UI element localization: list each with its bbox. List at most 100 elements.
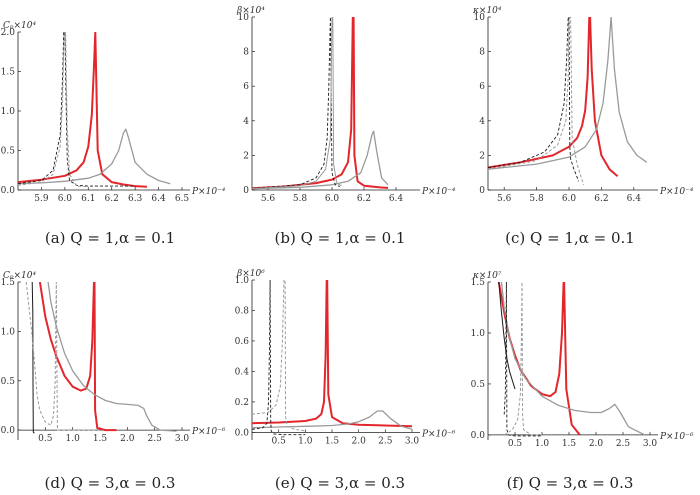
chart-panel-c: 0 2 4 6 8 10 5.6 5.8 6.0 6.2 6.4 κ×10⁴ P×10⁻⁴ (c) Q =… xyxy=(472,6,694,247)
x-tick-label: 6.2 xyxy=(357,194,371,204)
series-line-black-dashed xyxy=(503,282,542,437)
x-tick-label: 6.5 xyxy=(175,194,190,204)
x-tick-label: 5.6 xyxy=(497,194,512,204)
x-axis-label: P×10⁻⁴ xyxy=(191,187,226,197)
y-axis-label: β×10⁴ xyxy=(236,6,265,16)
series-line-gray-solid xyxy=(500,282,645,436)
x-tick-label: 5.8 xyxy=(529,194,544,204)
y-tick-label: 0.5 xyxy=(1,377,16,387)
x-tick-label: 2.5 xyxy=(616,439,631,449)
x-tick-label: 3.0 xyxy=(175,434,190,444)
x-tick-label: 0.5 xyxy=(38,434,53,444)
x-tick-label: 0.5 xyxy=(508,439,523,449)
x-axis-label: P×10⁻⁶ xyxy=(659,432,694,442)
x-tick-label: 1.0 xyxy=(535,439,550,449)
y-tick-label: 1.0 xyxy=(235,276,250,286)
y-tick-label: 0.4 xyxy=(235,367,250,377)
series-line-gray-dashed xyxy=(488,17,585,185)
x-tick-label: 6.0 xyxy=(58,194,73,204)
x-tick-label: 2.0 xyxy=(352,436,367,446)
series-line-gray-solid xyxy=(252,130,389,190)
y-tick-label: 1.5 xyxy=(1,68,16,78)
y-tick-label: 8 xyxy=(479,48,485,58)
series-line-red-solid xyxy=(38,282,117,432)
series-line-gray-dashed xyxy=(18,32,89,188)
x-tick-label: 2.0 xyxy=(589,439,604,449)
series-line-gray-dashed xyxy=(252,280,306,432)
y-tick-label: 1.0 xyxy=(471,329,486,339)
x-tick-label: 1.0 xyxy=(66,434,81,444)
series-line-red-solid xyxy=(252,280,412,428)
panel-caption: (f) Q = 3,α = 0.3 xyxy=(507,474,634,492)
x-tick-label: 6.0 xyxy=(325,194,340,204)
series-line-gray-dashed xyxy=(503,282,542,436)
x-tick-label: 0.5 xyxy=(272,436,287,446)
y-tick-label: 2.0 xyxy=(1,28,16,38)
x-tick-label: 6.1 xyxy=(81,194,95,204)
panel-caption: (d) Q = 3,α = 0.3 xyxy=(45,474,176,492)
series-line-gray-solid xyxy=(47,282,177,432)
x-tick-label: 6.4 xyxy=(627,194,642,204)
y-tick-label: 0.0 xyxy=(1,186,16,196)
panel-caption: (a) Q = 1,α = 0.1 xyxy=(45,229,175,247)
x-tick-label: 6.2 xyxy=(105,194,119,204)
series-line-gray-solid xyxy=(18,128,171,185)
y-tick-label: 0 xyxy=(479,186,485,196)
y-tick-label: 0.2 xyxy=(235,398,249,408)
series-line-black-dashed xyxy=(252,17,341,189)
y-tick-label: 0.5 xyxy=(471,380,486,390)
x-tick-label: 1.5 xyxy=(562,439,577,449)
series-line-gray-solid xyxy=(252,410,412,430)
x-tick-label: 2.5 xyxy=(148,434,163,444)
y-tick-label: 1.5 xyxy=(471,278,486,288)
x-axis-label: P×10⁻⁶ xyxy=(421,429,456,439)
x-tick-label: 1.5 xyxy=(325,436,340,446)
y-tick-label: 0.5 xyxy=(1,147,16,157)
x-axis-label: P×10⁻⁴ xyxy=(421,187,456,197)
x-tick-label: 6.2 xyxy=(594,194,608,204)
y-tick-label: 1.0 xyxy=(1,327,16,337)
y-tick-label: 0 xyxy=(243,186,249,196)
y-axis-label: β×10⁶ xyxy=(236,269,265,279)
series-line-black-dashed xyxy=(488,17,580,182)
series-line-red-solid xyxy=(497,282,581,436)
x-tick-label: 2.0 xyxy=(120,434,135,444)
x-tick-label: 1.0 xyxy=(298,436,313,446)
y-tick-label: 0.6 xyxy=(235,337,250,347)
x-tick-label: 3.0 xyxy=(643,439,658,449)
panel-caption: (b) Q = 1,α = 0.1 xyxy=(275,229,406,247)
y-tick-label: 1.5 xyxy=(1,278,16,288)
y-tick-label: 1.0 xyxy=(1,107,16,117)
x-tick-label: 5.9 xyxy=(34,194,49,204)
chart-panel-b: 0 2 4 6 8 10 5.6 5.8 6.0 6.2 6.4 β×10⁴ P×10⁻⁴ (b) Q =… xyxy=(236,6,456,247)
y-tick-label: 0.8 xyxy=(235,306,250,316)
y-tick-label: 4 xyxy=(243,117,249,127)
x-axis-label: P×10⁻⁶ xyxy=(191,427,226,437)
series-line-black-dashed xyxy=(252,280,306,436)
series-line-red-solid xyxy=(18,32,147,188)
x-axis-label: P×10⁻⁴ xyxy=(659,187,694,197)
y-tick-label: 6 xyxy=(479,82,485,92)
x-tick-label: 5.6 xyxy=(261,194,276,204)
y-tick-label: 2 xyxy=(479,151,485,161)
y-axis-label: κ×10⁷ xyxy=(472,271,502,281)
chart-panel-a: 0.0 0.5 1.0 1.5 2.0 5.9 6.0 6.1 6.2 6.3 6.4 6.5 Cₚ×1… xyxy=(1,21,226,247)
y-tick-label: 0.0 xyxy=(235,428,250,438)
x-tick-label: 6.4 xyxy=(389,194,404,204)
x-tick-label: 5.8 xyxy=(293,194,308,204)
y-tick-label: 0.0 xyxy=(471,431,486,441)
y-tick-label: 10 xyxy=(238,13,250,23)
series-line-red-solid xyxy=(252,17,389,190)
x-tick-label: 6.4 xyxy=(151,194,166,204)
x-tick-label: 1.5 xyxy=(93,434,108,444)
y-tick-label: 6 xyxy=(243,82,249,92)
chart-panel-e: 0.0 0.2 0.4 0.6 0.8 1.0 0.5 1.0 1.5 2.0 2.5 3.0 β×10… xyxy=(235,269,456,492)
series-line-gray-solid-thin xyxy=(252,17,342,190)
series-line-gray-dashed xyxy=(25,282,100,431)
panel-caption: (c) Q = 1,α = 0.1 xyxy=(505,229,635,247)
chart-panel-f: 0.0 0.5 1.0 1.5 0.5 1.0 1.5 2.0 2.5 3.0 κ×10⁷ P×10⁻… xyxy=(471,271,694,492)
chart-panel-d: 0.0 0.5 1.0 1.5 0.5 1.0 1.5 2.0 2.5 3.0 Cₚ×10⁴ P×10… xyxy=(1,271,226,492)
y-tick-label: 4 xyxy=(479,117,485,127)
y-axis-label: Cₚ×10⁴ xyxy=(3,21,36,31)
